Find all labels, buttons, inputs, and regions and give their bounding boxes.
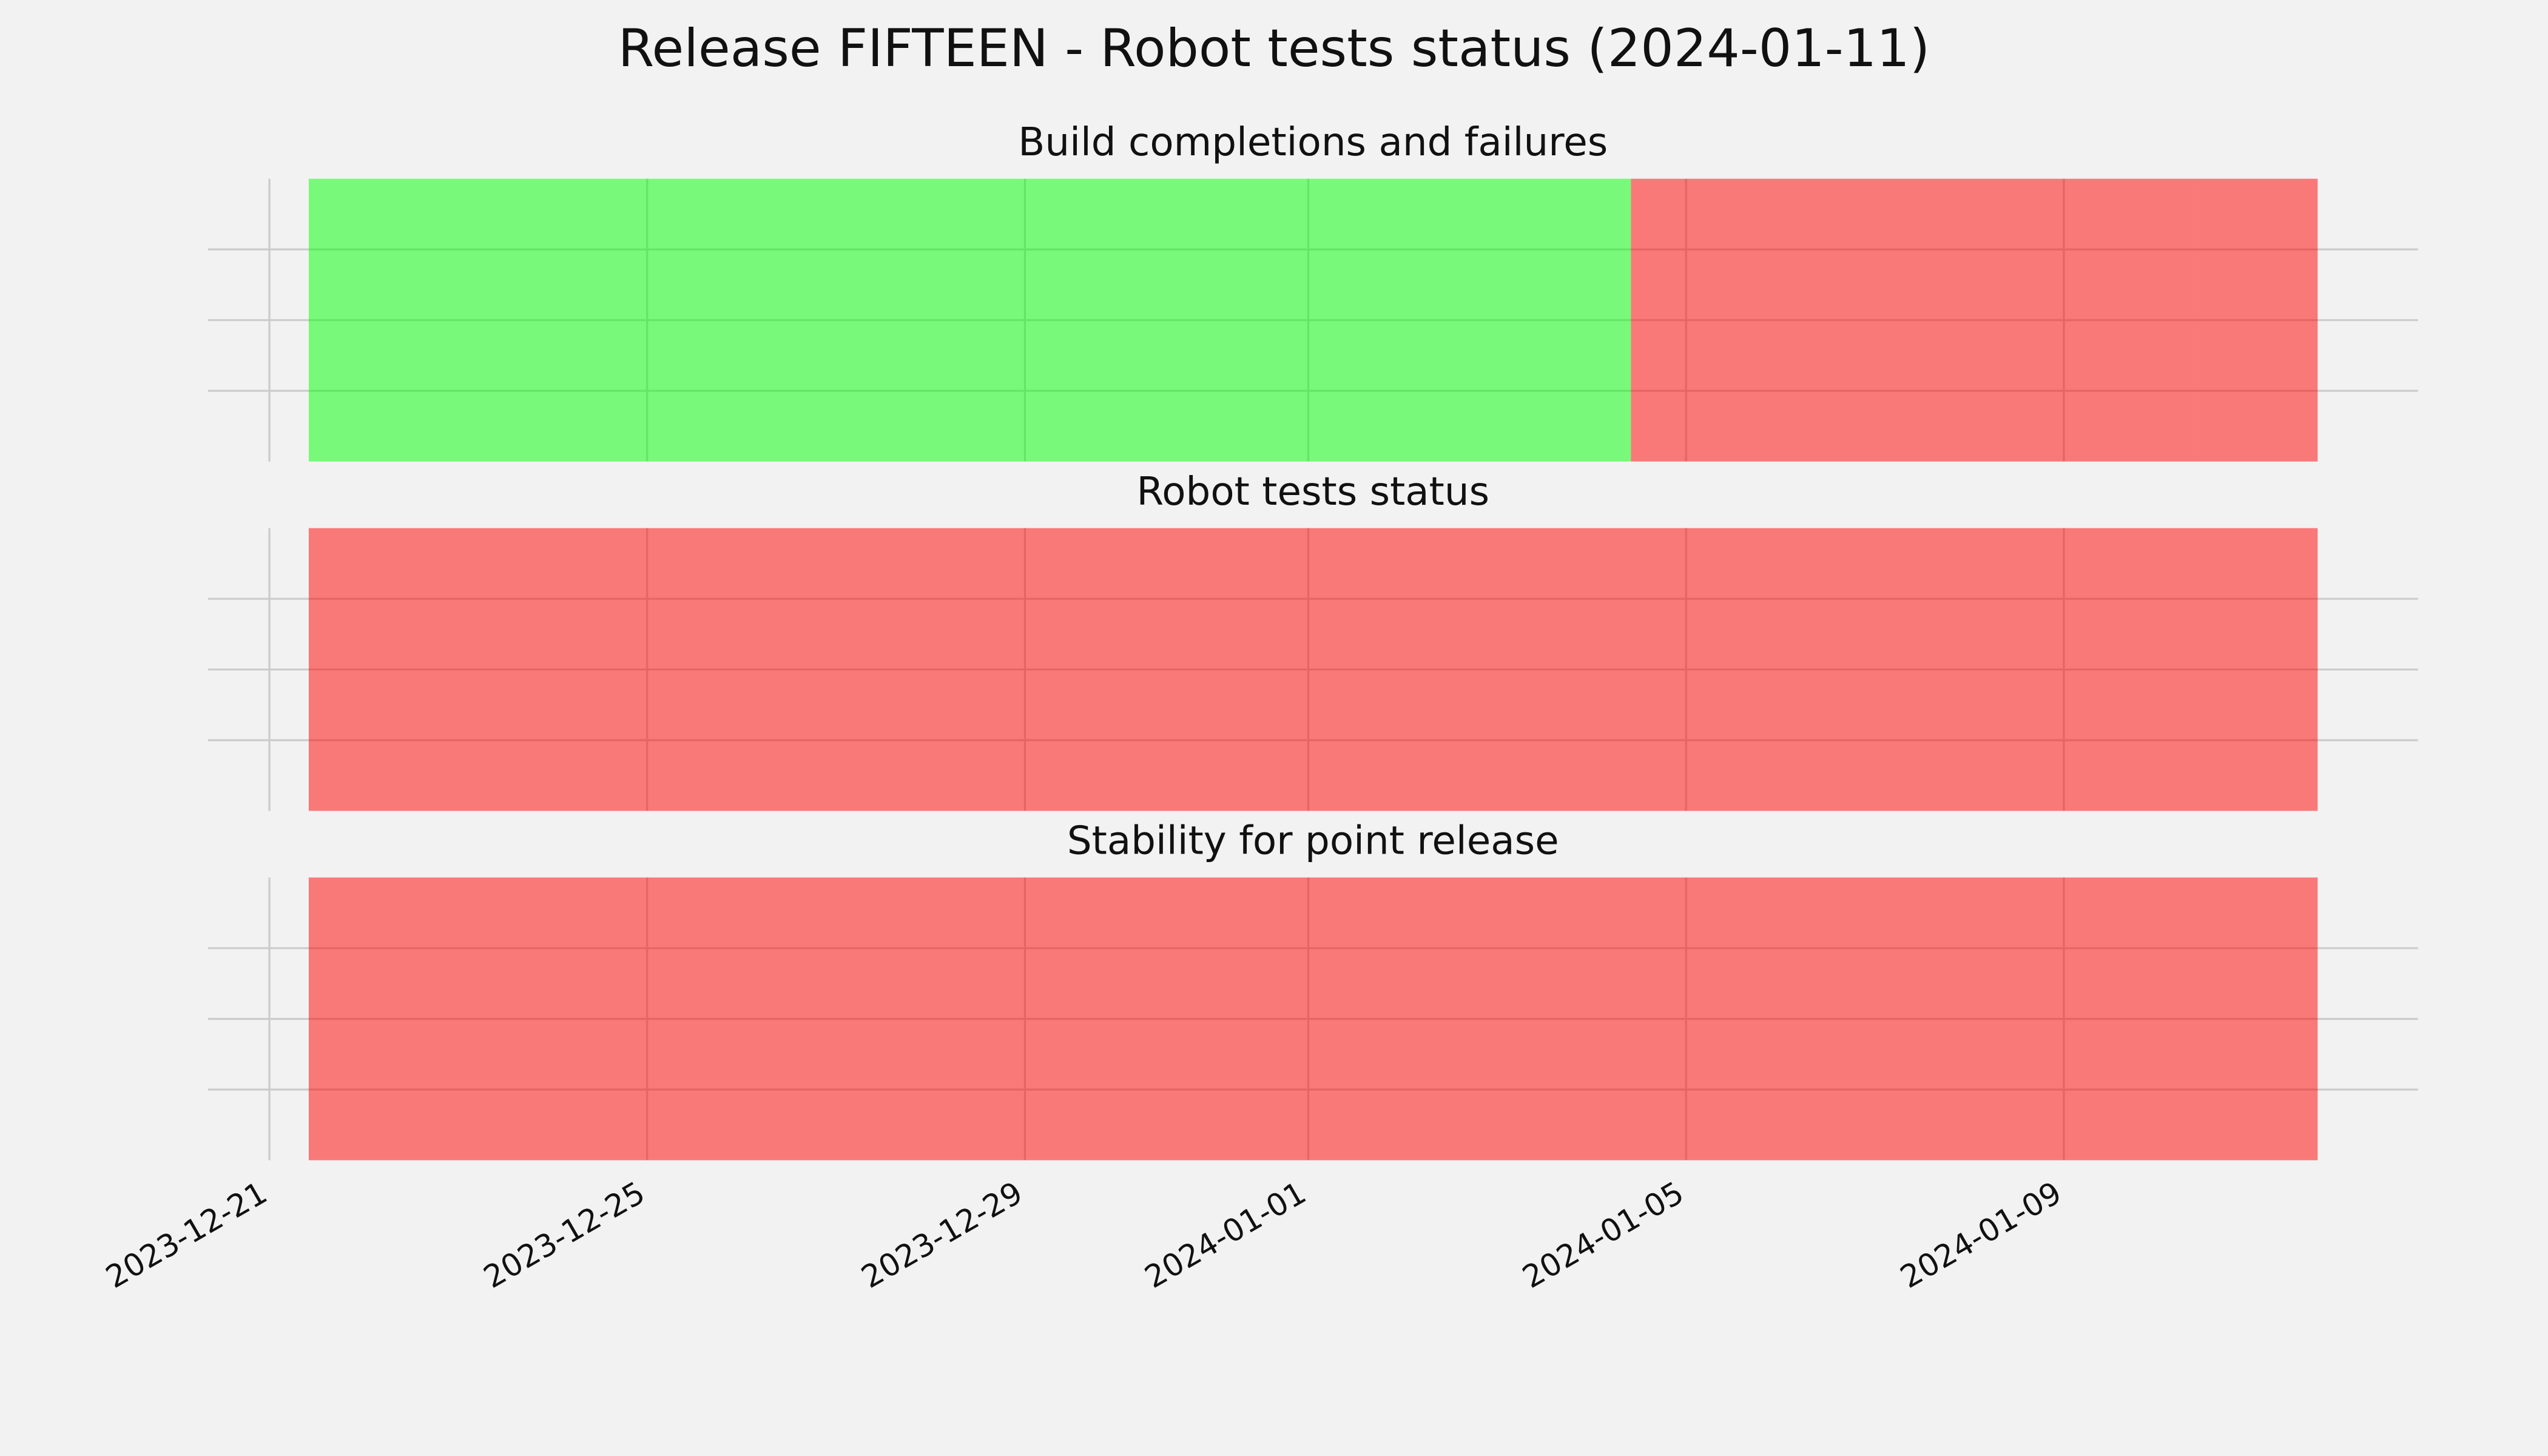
chart-title: Release FIFTEEN - Robot tests status (20… <box>618 18 1930 79</box>
panel-title: Stability for point release <box>1067 818 1559 864</box>
panel-title: Build completions and failures <box>1018 120 1608 165</box>
panel-title: Robot tests status <box>1136 469 1489 514</box>
status-span <box>308 877 2318 1161</box>
status-span <box>308 528 2318 811</box>
status-span <box>2197 178 2318 462</box>
status-span <box>1631 178 2198 462</box>
status-span <box>308 178 1631 462</box>
